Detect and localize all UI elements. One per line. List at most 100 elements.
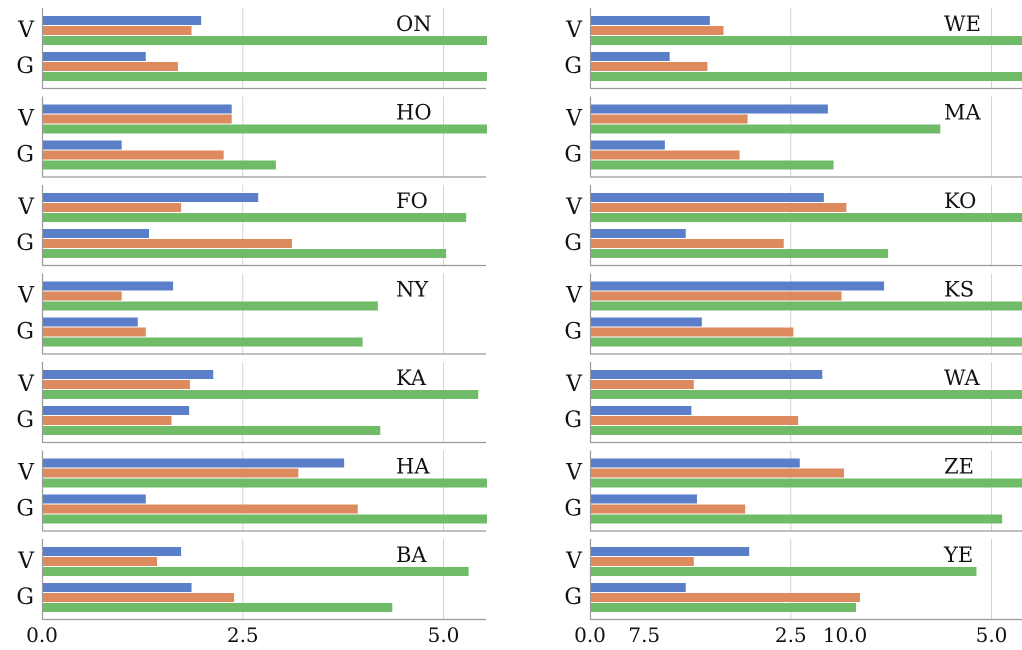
bar-ba-g-s2 (43, 593, 235, 602)
x-tick-label-col1-7_5: 7.5 (628, 623, 660, 647)
bar-ko-g-s2 (591, 239, 784, 248)
bar-ks-g-s1 (591, 317, 702, 327)
bar-ka-g-s2 (43, 416, 172, 425)
panel-title-ha: HA (396, 455, 430, 479)
x-tick-label-col1-5_0: 5.0 (428, 623, 460, 647)
category-label-ko-v: V (565, 195, 583, 220)
bar-ny-v-s2 (43, 291, 122, 301)
text-layer: VGONVGHOVGFOVGNYVGKAVGHAVGBAVGWEVGMAVGKO… (16, 12, 1008, 647)
category-label-on-g: G (16, 54, 34, 79)
category-label-ye-v: V (565, 549, 583, 574)
category-label-ye-g: G (564, 585, 582, 610)
bar-wa-v-s3 (591, 390, 1022, 399)
bar-ny-g-s3 (43, 337, 363, 347)
bar-ha-g-s1 (43, 494, 146, 504)
category-label-ks-v: V (565, 284, 583, 309)
bar-ks-g-s3 (591, 337, 1022, 347)
bar-ks-v-s1 (591, 281, 885, 291)
bar-ma-g-s2 (591, 150, 740, 160)
bar-fo-v-s1 (43, 193, 259, 202)
panel-title-ny: NY (396, 278, 429, 302)
category-label-ho-v: V (17, 107, 35, 132)
bar-ye-v-s1 (591, 547, 750, 556)
bar-ny-v-s1 (43, 281, 174, 291)
bar-ko-g-s1 (591, 229, 686, 238)
bar-ks-v-s3 (591, 301, 1022, 311)
bar-ka-v-s1 (43, 370, 214, 379)
panel-title-ho: HO (396, 101, 432, 125)
bar-we-g-s1 (591, 52, 670, 61)
category-label-ny-g: G (16, 320, 34, 345)
bar-wa-g-s3 (591, 426, 1022, 435)
bar-ba-g-s3 (43, 603, 393, 612)
bar-fo-g-s1 (43, 229, 149, 238)
panel-title-ka: KA (396, 366, 427, 390)
category-label-wa-g: G (564, 408, 582, 433)
panel-title-we: WE (944, 12, 981, 36)
category-label-ko-g: G (564, 231, 582, 256)
category-label-ma-v: V (565, 107, 583, 132)
bar-ka-v-s3 (43, 390, 479, 399)
bar-ho-g-s3 (43, 160, 276, 170)
bar-fo-g-s2 (43, 239, 292, 248)
bar-ma-v-s3 (591, 124, 941, 134)
bar-we-v-s1 (591, 16, 710, 25)
x-tick-label-col2-2_5: 2.5 (775, 623, 807, 647)
bar-we-v-s3 (591, 36, 1022, 45)
bar-wa-g-s2 (591, 416, 799, 425)
bars-layer (43, 16, 1022, 612)
category-label-ka-v: V (17, 372, 35, 397)
x-tick-label-col1-10_0: 10.0 (823, 623, 868, 647)
bar-wa-g-s1 (591, 406, 692, 415)
bar-ka-g-s3 (43, 426, 381, 435)
bar-we-g-s3 (591, 72, 1022, 81)
bar-ho-g-s1 (43, 140, 122, 150)
bar-ha-v-s1 (43, 458, 345, 468)
category-label-ma-g: G (564, 143, 582, 168)
bar-on-v-s1 (43, 16, 202, 25)
bar-ha-g-s2 (43, 504, 358, 514)
panel-title-ma: MA (944, 101, 982, 125)
category-label-we-g: G (564, 54, 582, 79)
panel-title-fo: FO (396, 189, 428, 213)
bar-ma-g-s1 (591, 140, 665, 150)
category-label-fo-g: G (16, 231, 34, 256)
bar-ba-v-s1 (43, 547, 182, 556)
category-label-ba-v: V (17, 549, 35, 574)
x-tick-label-col2-5_0: 5.0 (976, 623, 1008, 647)
category-label-ny-v: V (17, 284, 35, 309)
bar-ma-g-s3 (591, 160, 834, 170)
bar-ye-v-s3 (591, 567, 977, 576)
bar-ze-g-s2 (591, 504, 746, 514)
bar-ha-g-s3 (43, 514, 487, 524)
bar-ye-g-s2 (591, 593, 861, 602)
category-label-ha-v: V (17, 461, 35, 486)
panel-title-ko: KO (944, 189, 976, 213)
category-label-wa-v: V (565, 372, 583, 397)
bar-fo-g-s3 (43, 249, 447, 258)
bar-ye-g-s1 (591, 583, 686, 592)
category-label-ho-g: G (16, 143, 34, 168)
bar-ho-v-s3 (43, 124, 487, 134)
category-label-ba-g: G (16, 585, 34, 610)
bar-on-g-s1 (43, 52, 146, 61)
bar-ze-g-s3 (591, 514, 1003, 524)
panel-title-wa: WA (944, 366, 981, 390)
bar-ks-v-s2 (591, 291, 842, 301)
bar-wa-v-s1 (591, 370, 823, 379)
category-label-ze-v: V (565, 461, 583, 486)
bar-ho-g-s2 (43, 150, 224, 160)
bar-fo-v-s2 (43, 203, 182, 212)
bar-on-g-s2 (43, 62, 178, 71)
bar-ka-v-s2 (43, 380, 190, 389)
panel-title-ba: BA (396, 543, 427, 567)
category-label-fo-v: V (17, 195, 35, 220)
bar-ba-v-s3 (43, 567, 469, 576)
bar-ka-g-s1 (43, 406, 190, 415)
bar-ma-v-s1 (591, 104, 828, 114)
bar-ko-v-s2 (591, 203, 847, 212)
bar-ks-g-s2 (591, 327, 794, 337)
bar-ny-g-s2 (43, 327, 146, 337)
bar-wa-v-s2 (591, 380, 694, 389)
bar-on-g-s3 (43, 72, 487, 81)
